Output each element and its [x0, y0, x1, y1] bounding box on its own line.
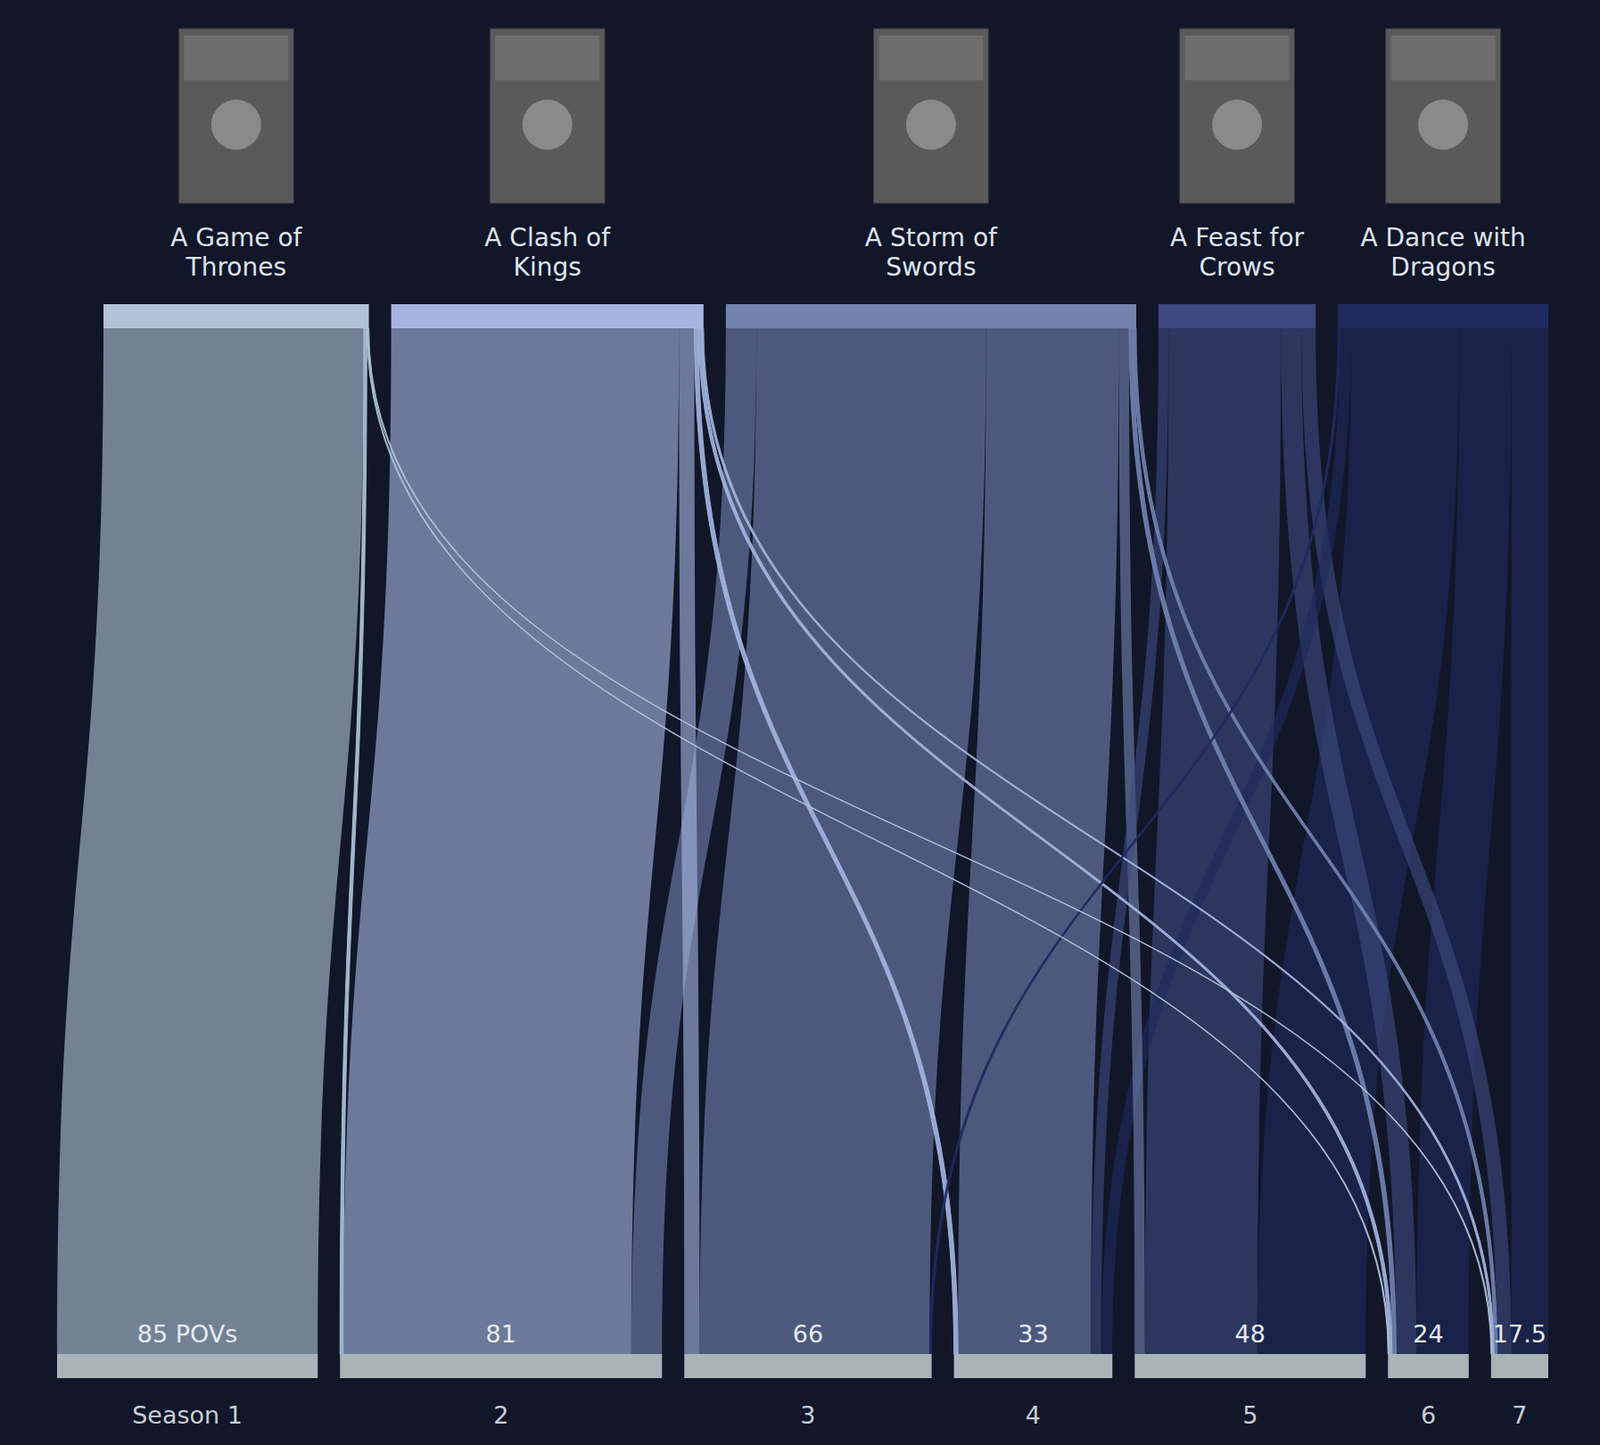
book-title: A Dance withDragons [1360, 222, 1526, 282]
season-label: 5 [1242, 1401, 1258, 1429]
cover-emblem [906, 99, 957, 150]
season-label: 3 [800, 1401, 816, 1429]
pov-label: 33 [1017, 1319, 1048, 1348]
cover-emblem [1418, 99, 1469, 150]
pov-label: 85 POVs [137, 1319, 239, 1348]
sankey-chart: A Game ofThrones A Clash ofKings A Storm o… [0, 0, 1600, 1445]
background [0, 0, 1600, 1445]
book-title: A Feast forCrows [1170, 222, 1304, 282]
flow [366, 328, 1389, 1354]
cover-band [1185, 35, 1290, 81]
pov-label: 81 [486, 1319, 517, 1348]
cover-rect [873, 28, 989, 204]
source-bar [1158, 304, 1316, 329]
source-bar [103, 304, 370, 329]
flow [929, 328, 1340, 1354]
flow [339, 328, 367, 1354]
cover-band [183, 35, 289, 81]
cover-emblem [211, 99, 262, 150]
book-title: A Clash ofKings [484, 222, 611, 282]
season-label: 2 [493, 1401, 509, 1429]
flow [1511, 328, 1549, 1354]
book-title: A Game ofThrones [170, 222, 303, 282]
flow [694, 328, 959, 1354]
source-bar [725, 304, 1137, 329]
cover-band [494, 35, 600, 81]
flow [1129, 328, 1397, 1354]
book-cover [1179, 28, 1295, 204]
cover-band [878, 35, 983, 81]
flow [701, 328, 1495, 1354]
cover-rect [178, 28, 294, 204]
source-bar [1337, 304, 1549, 329]
book-cover [178, 28, 294, 204]
flow [631, 328, 757, 1354]
source-bar [391, 304, 704, 329]
flow [678, 328, 700, 1354]
book-cover [1385, 28, 1502, 204]
pov-label: 48 [1235, 1319, 1266, 1348]
flows [57, 328, 1549, 1354]
season-label: Season 1 [131, 1401, 243, 1429]
season-bar [339, 1353, 662, 1378]
cover-rect [489, 28, 605, 204]
book-title: A Storm ofSwords [865, 222, 998, 282]
cover-emblem [1212, 99, 1262, 150]
pov-label: 66 [792, 1319, 824, 1348]
season-bar [1387, 1353, 1469, 1378]
cover-rect [1385, 28, 1502, 204]
flow [698, 328, 1393, 1354]
season-bar [57, 1353, 318, 1378]
cover-band [1391, 35, 1496, 81]
season-label: 6 [1420, 1401, 1436, 1429]
flow [57, 328, 364, 1354]
pov-label: 24 [1412, 1319, 1444, 1348]
flow [1133, 328, 1498, 1354]
season-bar [1491, 1353, 1549, 1378]
cover-rect [1179, 28, 1295, 204]
flow [1090, 328, 1169, 1354]
season-bar [1134, 1353, 1366, 1378]
flow [1280, 328, 1417, 1354]
book-cover [489, 28, 605, 204]
season-label: 7 [1511, 1401, 1527, 1429]
cover-emblem [522, 99, 573, 150]
season-bar [684, 1353, 932, 1378]
flow [367, 328, 1493, 1354]
season-label: 4 [1025, 1401, 1041, 1429]
flow [343, 328, 680, 1354]
pov-label: 17.5 [1492, 1319, 1547, 1348]
book-cover [873, 28, 989, 204]
season-bar [954, 1353, 1114, 1378]
